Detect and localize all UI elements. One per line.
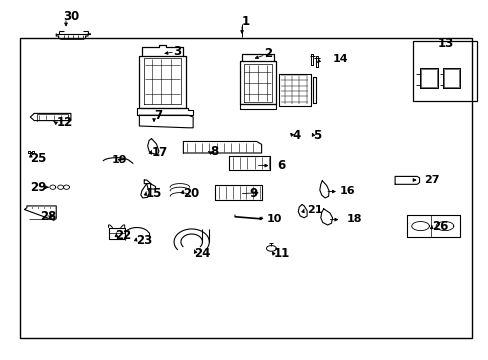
Text: 23: 23 [136, 234, 152, 247]
Bar [20, 38, 471, 338]
Text: 13: 13 [437, 37, 453, 50]
Text: 28: 28 [40, 210, 56, 222]
Text: 17: 17 [151, 146, 167, 159]
Text: 25: 25 [30, 152, 46, 165]
Text: 1: 1 [242, 15, 250, 28]
Text: 14: 14 [332, 54, 347, 64]
Text: 30: 30 [63, 10, 80, 23]
Text: 19: 19 [111, 155, 127, 165]
Text: 4: 4 [292, 129, 300, 142]
Text: 3: 3 [173, 45, 182, 58]
Text: 7: 7 [154, 109, 162, 122]
Text: 26: 26 [431, 220, 447, 233]
Text: 11: 11 [273, 247, 289, 260]
Text: 21: 21 [306, 205, 322, 215]
Text: 20: 20 [183, 187, 199, 200]
Text: 12: 12 [56, 116, 72, 129]
Text: 29: 29 [30, 181, 46, 194]
Text: 9: 9 [249, 187, 257, 200]
Text: 6: 6 [276, 159, 285, 172]
Text: 15: 15 [145, 187, 162, 200]
Text: 5: 5 [312, 129, 321, 142]
Text: 16: 16 [339, 186, 354, 196]
Text: 10: 10 [266, 213, 282, 224]
Text: 8: 8 [210, 145, 218, 158]
Bar [412, 41, 476, 101]
Text: 24: 24 [194, 247, 210, 260]
Text: 18: 18 [346, 213, 361, 224]
Text: 22: 22 [115, 229, 131, 242]
Text: 2: 2 [264, 47, 272, 60]
Text: 27: 27 [423, 175, 439, 185]
